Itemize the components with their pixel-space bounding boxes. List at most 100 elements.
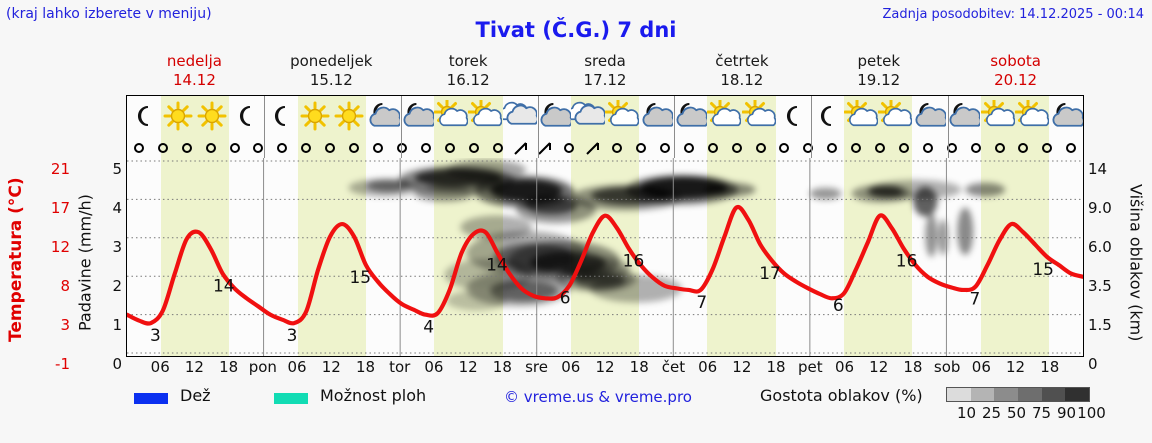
wind-calm-icon: [653, 138, 677, 158]
hour-label: 18: [766, 358, 786, 376]
day-separator-top: [948, 96, 950, 158]
wind-calm-icon: [294, 138, 318, 158]
wind-calm-icon: [462, 138, 486, 158]
temperature-label: 6: [833, 295, 844, 315]
temperature-tick: 17: [50, 199, 70, 217]
sun-cloud-icon: [1014, 96, 1049, 138]
day-shade-cell: [570, 96, 605, 356]
cloud-blob: [703, 182, 756, 197]
cloud-blob: [414, 185, 475, 202]
wind-calm-icon: [988, 138, 1012, 158]
precipitation-tick: 1: [112, 316, 122, 334]
wind-calm-icon: [199, 138, 223, 158]
day-header-5: petek 19.12: [810, 52, 947, 92]
hour-label: 12: [732, 358, 752, 376]
temperature-label: 15: [1032, 259, 1054, 279]
temperature-label: 3: [150, 325, 161, 345]
day-header-6: sobota 20.12: [947, 52, 1084, 92]
cloud-density-step-label: 90: [1056, 404, 1077, 422]
wind-barb-icon: [581, 138, 605, 158]
hour-label: tor: [389, 358, 411, 376]
day-shade-cell: [878, 96, 913, 356]
cloud-blob: [913, 186, 938, 217]
copyright-text[interactable]: © vreme.us & vreme.pro: [504, 388, 692, 406]
day-header-1: ponedeljek 15.12: [263, 52, 400, 92]
day-date: 20.12: [994, 71, 1038, 89]
wind-calm-icon: [486, 138, 510, 158]
temperature-tick: 12: [50, 238, 70, 256]
cloud-blob: [446, 159, 527, 180]
day-separator-top: [537, 96, 539, 158]
weather-icon-row: [127, 96, 1083, 138]
moon-cloud-icon: [673, 96, 708, 138]
temperature-label: 7: [696, 292, 707, 312]
wind-calm-icon: [820, 138, 844, 158]
cloud-density-layer: [348, 159, 1006, 311]
legend-label-showers: Možnost ploh: [320, 386, 427, 405]
precipitation-tick: 3: [112, 238, 122, 256]
wind-calm-icon: [916, 138, 940, 158]
day-name: nedelja: [166, 52, 222, 70]
day-name: sreda: [584, 52, 626, 70]
temperature-label: 16: [623, 251, 645, 271]
menu-hint: (kraj lahko izberete v meniju): [6, 6, 212, 22]
hour-label: 12: [458, 358, 478, 376]
hour-label: 12: [184, 358, 204, 376]
wind-calm-icon: [749, 138, 773, 158]
moon-cloud-icon: [912, 96, 947, 138]
hour-axis-labels: 06 12 18 pon 06 12 18 tor 06 12 18 sre 06 12 18 čet 06 12…: [126, 358, 1084, 380]
day-header-4: četrtek 18.12: [673, 52, 810, 92]
temperature-label: 16: [896, 251, 918, 271]
chart-svg: 3 14 3 15 4 14 6 16 7 17 6 16 7 15: [127, 158, 1083, 356]
temperature-tick: -1: [55, 355, 70, 373]
hour-label: 06: [150, 358, 170, 376]
day-shading-layer: [127, 96, 1083, 356]
cloud-density-legend-title: Gostota oblakov (%): [760, 386, 923, 405]
cloud-density-step: [1018, 388, 1042, 401]
moon-icon: [776, 96, 810, 138]
day-date: 19.12: [857, 71, 901, 89]
wind-calm-icon: [868, 138, 892, 158]
hour-label: 18: [219, 358, 239, 376]
cloud-height-axis-ticks: 14 9.0 6.0 3.5 1.5 0: [1088, 160, 1126, 373]
wind-calm-icon: [796, 138, 820, 158]
cloud-density-step: [970, 388, 995, 401]
temperature-tick: 3: [60, 316, 70, 334]
precipitation-tick: 5: [112, 160, 122, 178]
legend-swatch-showers: [274, 393, 308, 404]
cloud-height-tick: 0: [1088, 355, 1098, 373]
wind-calm-icon: [223, 138, 247, 158]
hour-label: 06: [561, 358, 581, 376]
cloud-blob: [938, 219, 949, 256]
hour-label: 18: [629, 358, 649, 376]
precipitation-axis-ticks: 5 4 3 2 1 0: [96, 160, 122, 373]
cloud-height-tick: 6.0: [1088, 238, 1112, 256]
day-separator-top: [674, 96, 676, 158]
cloud-icon: [570, 96, 605, 138]
day-name: petek: [857, 52, 900, 70]
temperature-axis-ticks: 21 17 12 8 3 -1: [30, 160, 70, 373]
day-date: 14.12: [172, 71, 216, 89]
cloud-blob: [446, 290, 507, 311]
hour-label: sob: [933, 358, 961, 376]
temperature-axis-title: Temperatura (°C): [6, 177, 26, 343]
hour-label: 12: [595, 358, 615, 376]
hour-label: 06: [287, 358, 307, 376]
wind-calm-icon: [1035, 138, 1059, 158]
legend: Dež Možnost ploh © vreme.us & vreme.pro …: [0, 386, 1152, 436]
cloud-density-colorbar: [946, 387, 1090, 402]
day-separator-top: [811, 96, 813, 158]
hour-label: 18: [492, 358, 512, 376]
sun-cloud-icon: [980, 96, 1015, 138]
wind-calm-icon: [366, 138, 390, 158]
wind-calm-icon: [342, 138, 366, 158]
wind-calm-icon: [629, 138, 653, 158]
day-header-3: sreda 17.12: [537, 52, 674, 92]
sun-cloud-icon: [434, 96, 469, 138]
wind-calm-icon: [844, 138, 868, 158]
wind-calm-icon: [438, 138, 462, 158]
hour-label: 12: [1006, 358, 1026, 376]
temperature-label: 4: [423, 317, 434, 337]
cloud-height-tick: 1.5: [1088, 316, 1112, 334]
cloud-blob: [965, 182, 1006, 197]
